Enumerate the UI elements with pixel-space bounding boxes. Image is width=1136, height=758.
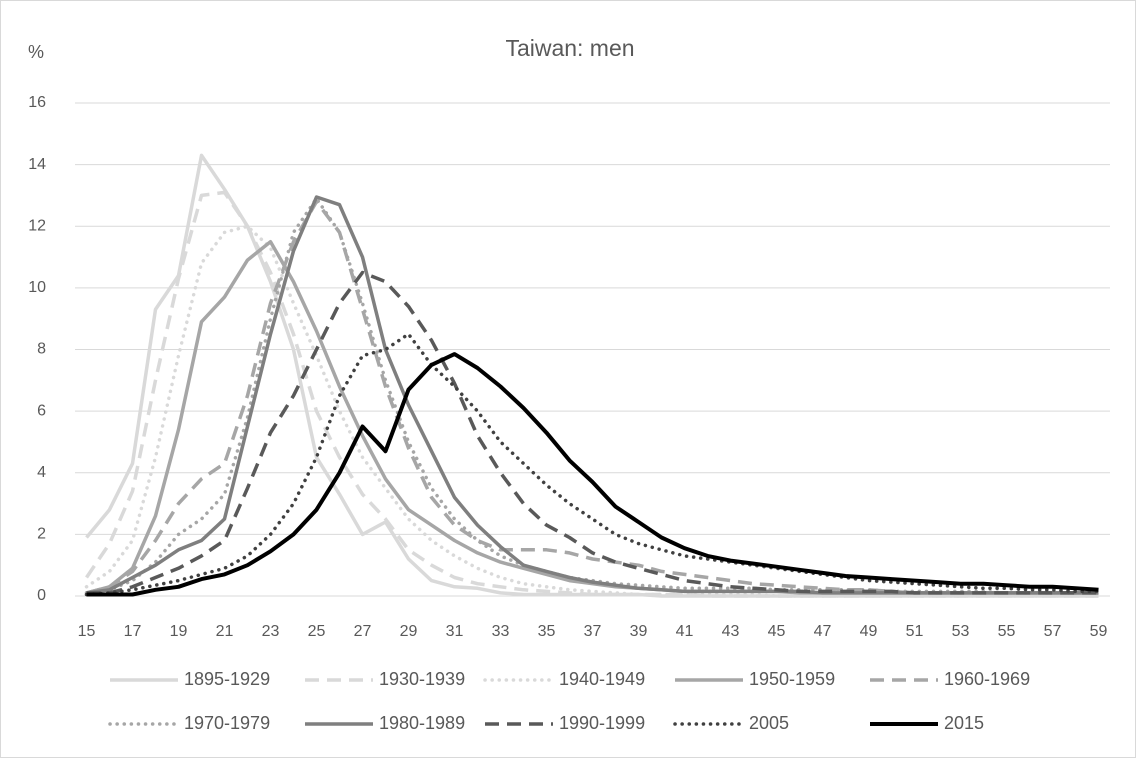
y-axis-label: % [28,42,44,62]
legend-label: 1980-1989 [379,713,465,733]
series-line [84,224,1101,598]
x-tick-label: 41 [676,623,694,640]
x-tick-label: 33 [492,623,510,640]
x-tick-label: 39 [630,623,648,640]
x-tick-label: 55 [998,623,1016,640]
x-tick-label: 23 [262,623,280,640]
x-tick-label: 19 [170,623,188,640]
y-tick-label: 2 [37,526,46,543]
y-tick-label: 0 [37,587,46,604]
x-tick-label: 53 [952,623,970,640]
legend-label: 2005 [749,713,789,733]
legend-label: 1960-1969 [944,669,1030,689]
x-tick-label: 43 [722,623,740,640]
y-tick-label: 10 [28,279,46,296]
x-tick-label: 45 [768,623,786,640]
y-tick-label: 4 [37,464,46,481]
x-tick-label: 47 [814,623,832,640]
x-tick-label: 31 [446,623,464,640]
series-line [86,270,1099,595]
series-line [84,332,1101,597]
y-tick-label: 12 [28,217,46,234]
x-tick-label: 21 [216,623,234,640]
legend-label: 1895-1929 [184,669,270,689]
x-tick-label: 57 [1044,623,1062,640]
legend-label: 1950-1959 [749,669,835,689]
legend-label: 1990-1999 [559,713,645,733]
legend-label: 1940-1949 [559,669,645,689]
y-tick-label: 14 [28,156,46,173]
x-tick-label: 35 [538,623,556,640]
x-tick-label: 37 [584,623,602,640]
y-tick-label: 6 [37,402,46,419]
legend-label: 1930-1939 [379,669,465,689]
legend-label: 2015 [944,713,984,733]
chart-title: Taiwan: men [505,35,634,61]
series-line [86,352,1099,597]
x-tick-label: 49 [860,623,878,640]
y-tick-label: 8 [37,341,46,358]
x-tick-label: 27 [354,623,372,640]
legend-label: 1970-1979 [184,713,270,733]
y-tick-label: 16 [28,94,46,111]
x-tick-label: 51 [906,623,924,640]
x-tick-label: 15 [78,623,96,640]
x-tick-label: 17 [124,623,142,640]
x-tick-label: 59 [1090,623,1108,640]
x-tick-label: 29 [400,623,418,640]
x-tick-label: 25 [308,623,326,640]
series-line [86,199,1099,595]
series-line [85,190,1099,598]
